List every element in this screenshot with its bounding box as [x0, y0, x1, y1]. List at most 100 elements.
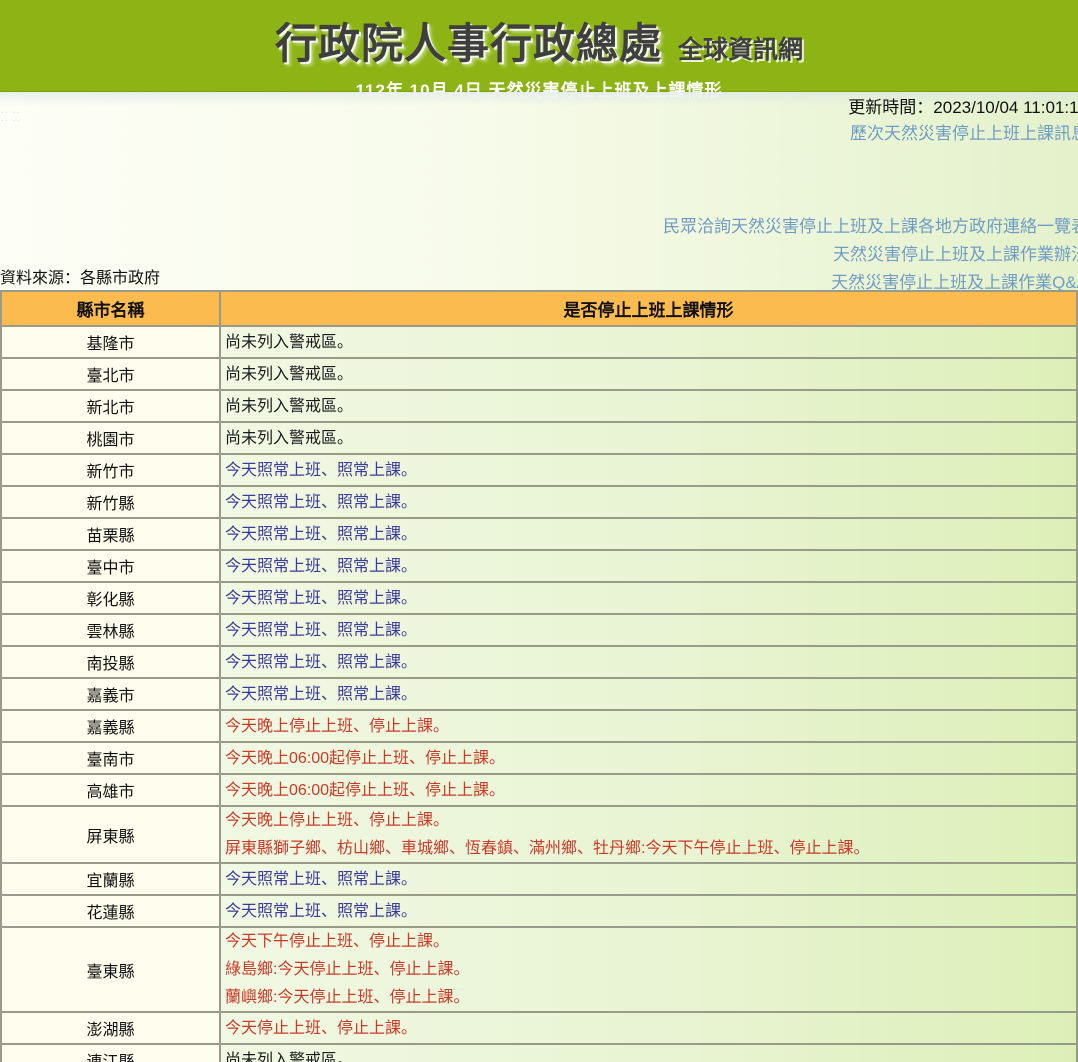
city-name-cell: 臺南市: [0, 741, 221, 775]
table-row: 新北市 尚未列入警戒區。: [0, 389, 1078, 423]
header-suspension-status: 是否停止上班上課情形: [219, 290, 1078, 327]
status-line: 尚未列入警戒區。: [225, 1051, 354, 1062]
table-row: 新竹縣 今天照常上班、照常上課。: [0, 485, 1078, 519]
status-line: 今天照常上班、照常上課。: [225, 685, 418, 703]
site-banner: 行政院人事行政總處 全球資訊網 112年 10月 4日 天然災害停止上班及上課情…: [0, 0, 1078, 100]
status-cell: 今天照常上班、照常上課。: [219, 645, 1078, 679]
status-line: 今天下午停止上班、停止上課。: [225, 933, 450, 950]
status-line: 綠島鄉:今天停止上班、停止上課。: [225, 961, 470, 978]
city-name-cell: 花蓮縣: [0, 894, 221, 928]
city-name-cell: 新北市: [0, 389, 221, 423]
city-name-cell: 連江縣: [0, 1043, 221, 1062]
city-name-cell: 南投縣: [0, 645, 221, 679]
status-line: 尚未列入警戒區。: [225, 397, 354, 415]
update-time: 更新時間：2023/10/04 11:01:10: [848, 98, 1078, 117]
status-cell: 今天停止上班、停止上課。: [219, 1011, 1078, 1045]
status-cell: 今天晚上停止上班、停止上課。 屏東縣獅子鄉、枋山鄉、車城鄉、恆春鎮、滿州鄉、牡丹鄉…: [219, 805, 1078, 864]
status-line: 今天晚上06:00起停止上班、停止上課。: [225, 749, 506, 767]
status-cell: 今天照常上班、照常上課。: [219, 581, 1078, 615]
status-line: 今天照常上班、照常上課。: [225, 653, 418, 671]
table-row: 連江縣尚未列入警戒區。: [0, 1043, 1078, 1062]
status-line: 今天晚上停止上班、停止上課。: [225, 812, 450, 829]
update-time-block: 更新時間：2023/10/04 11:01:10 歷次天然災害停止上班上課訊息: [848, 96, 1078, 146]
status-cell: 尚未列入警戒區。: [219, 421, 1078, 455]
link-regulations[interactable]: 天然災害停止上班及上課作業辦法: [833, 245, 1078, 264]
city-name-cell: 新竹市: [0, 453, 221, 487]
status-line: 尚未列入警戒區。: [225, 333, 354, 351]
status-line: 今天停止上班、停止上課。: [225, 1019, 418, 1037]
suspension-table: 縣市名稱 是否停止上班上課情形 基隆市 尚未列入警戒區。 臺北市 尚未列入警戒區。 新北…: [0, 290, 1078, 1062]
status-cell: 尚未列入警戒區。: [219, 325, 1078, 359]
status-line: 今天照常上班、照常上課。: [225, 902, 418, 920]
table-row: 宜蘭縣 今天照常上班、照常上課。: [0, 862, 1078, 896]
table-row: 南投縣 今天照常上班、照常上課。: [0, 645, 1078, 679]
status-line: 今天晚上06:00起停止上班、停止上課。: [225, 781, 506, 799]
table-row: 臺中市 今天照常上班、照常上課。: [0, 549, 1078, 583]
table-row: 彰化縣 今天照常上班、照常上課。: [0, 581, 1078, 615]
status-cell: 尚未列入警戒區。: [219, 389, 1078, 423]
status-cell: 今天晚上06:00起停止上班、停止上課。: [219, 741, 1078, 775]
status-cell: 今天照常上班、照常上課。: [219, 894, 1078, 928]
status-line: 今天晚上停止上班、停止上課。: [225, 717, 450, 735]
status-line: 尚未列入警戒區。: [225, 429, 354, 447]
table-row: 嘉義縣 今天晚上停止上班、停止上課。: [0, 709, 1078, 743]
status-cell: 今天照常上班、照常上課。: [219, 517, 1078, 551]
table-row: 澎湖縣 今天停止上班、停止上課。: [0, 1011, 1078, 1045]
table-row: 桃園市 尚未列入警戒區。: [0, 421, 1078, 455]
city-name-cell: 宜蘭縣: [0, 862, 221, 896]
table-row: 嘉義市 今天照常上班、照常上課。: [0, 677, 1078, 711]
page-title: 行政院人事行政總處: [274, 20, 662, 67]
table-row: 屏東縣 今天晚上停止上班、停止上課。 屏東縣獅子鄉、枋山鄉、車城鄉、恆春鎮、滿州鄉、…: [0, 805, 1078, 864]
table-row: 臺東縣 今天下午停止上班、停止上課。 綠島鄉:今天停止上班、停止上課。 蘭嶼鄉:今天停…: [0, 926, 1078, 1013]
table-row: 臺北市 尚未列入警戒區。: [0, 357, 1078, 391]
status-line: 尚未列入警戒區。: [225, 365, 354, 383]
table-row: 花蓮縣 今天照常上班、照常上課。: [0, 894, 1078, 928]
status-cell: 今天晚上06:00起停止上班、停止上課。: [219, 773, 1078, 807]
status-line: 今天照常上班、照常上課。: [225, 589, 418, 607]
status-cell: 今天照常上班、照常上課。: [219, 862, 1078, 896]
city-name-cell: 桃園市: [0, 421, 221, 455]
status-cell: 今天照常上班、照常上課。: [219, 677, 1078, 711]
status-line: 今天照常上班、照常上課。: [225, 493, 418, 511]
table-row: 高雄市 今天晚上06:00起停止上班、停止上課。: [0, 773, 1078, 807]
city-name-cell: 彰化縣: [0, 581, 221, 615]
table-row: 苗栗縣 今天照常上班、照常上課。: [0, 517, 1078, 551]
city-name-cell: 屏東縣: [0, 805, 221, 864]
city-name-cell: 臺中市: [0, 549, 221, 583]
city-name-cell: 基隆市: [0, 325, 221, 359]
link-qa[interactable]: 天然災害停止上班及上課作業Q&A: [831, 273, 1078, 292]
header-city-name: 縣市名稱: [0, 290, 221, 327]
links-stack: 民眾洽詢天然災害停止上班及上課各地方政府連絡一覽表 天然災害停止上班及上課作業辦…: [663, 213, 1078, 297]
data-source-label: 資料來源：各縣市政府: [0, 270, 161, 287]
status-cell: 今天下午停止上班、停止上課。 綠島鄉:今天停止上班、停止上課。 蘭嶼鄉:今天停止上班…: [219, 926, 1078, 1013]
table-row: 新竹市 今天照常上班、照常上課。: [0, 453, 1078, 487]
status-line: 今天照常上班、照常上課。: [225, 621, 418, 639]
status-cell: 今天照常上班、照常上課。: [219, 453, 1078, 487]
table-row: 臺南市 今天晚上06:00起停止上班、停止上課。: [0, 741, 1078, 775]
site-name: 全球資訊網: [678, 36, 804, 64]
city-name-cell: 高雄市: [0, 773, 221, 807]
status-cell: 尚未列入警戒區。: [219, 1043, 1078, 1062]
city-name-cell: 臺東縣: [0, 926, 221, 1013]
status-line: 今天照常上班、照常上課。: [225, 870, 418, 888]
status-cell: 尚未列入警戒區。: [219, 357, 1078, 391]
banner-title-row: 行政院人事行政總處 全球資訊網: [0, 0, 1078, 71]
status-cell: 今天照常上班、照常上課。: [219, 613, 1078, 647]
top-info-area: ·· ·· ·· ·· 更新時間：2023/10/04 11:01:10 歷次天…: [0, 92, 1078, 292]
status-line: 今天照常上班、照常上課。: [225, 525, 418, 543]
city-name-cell: 嘉義縣: [0, 709, 221, 743]
status-cell: 今天照常上班、照常上課。: [219, 485, 1078, 519]
table-row: 基隆市 尚未列入警戒區。: [0, 325, 1078, 359]
city-name-cell: 新竹縣: [0, 485, 221, 519]
status-line: 今天照常上班、照常上課。: [225, 461, 418, 479]
link-history-messages[interactable]: 歷次天然災害停止上班上課訊息: [850, 124, 1078, 143]
city-name-cell: 嘉義市: [0, 677, 221, 711]
city-name-cell: 臺北市: [0, 357, 221, 391]
city-name-cell: 澎湖縣: [0, 1011, 221, 1045]
link-contact-list[interactable]: 民眾洽詢天然災害停止上班及上課各地方政府連絡一覽表: [663, 217, 1078, 236]
table-header-row: 縣市名稱 是否停止上班上課情形: [0, 290, 1078, 327]
city-name-cell: 雲林縣: [0, 613, 221, 647]
status-cell: 今天晚上停止上班、停止上課。: [219, 709, 1078, 743]
status-line: 今天照常上班、照常上課。: [225, 557, 418, 575]
status-cell: 今天照常上班、照常上課。: [219, 549, 1078, 583]
